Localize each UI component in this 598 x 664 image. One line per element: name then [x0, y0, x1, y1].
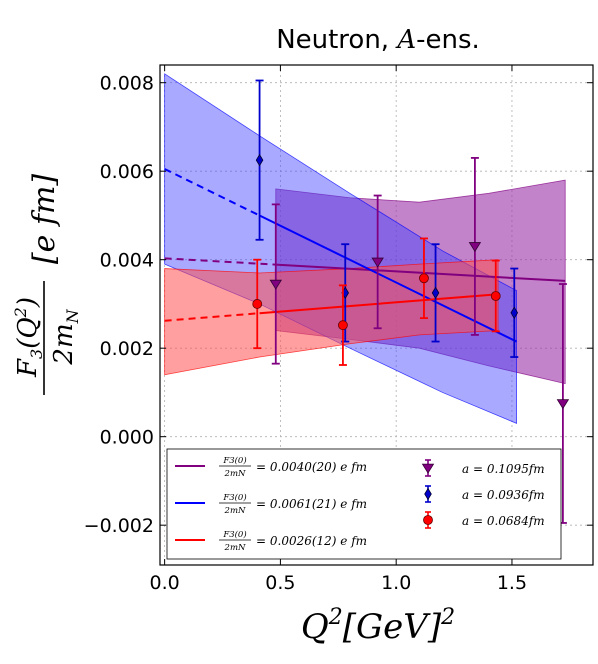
y-tick-label: 0.000	[100, 427, 154, 449]
x-axis-label: Q2[GeV]2	[301, 605, 455, 647]
x-tick-label: 0.0	[150, 572, 180, 594]
legend-fit-value: = 0.0026(12) e fm	[256, 534, 367, 548]
data-point	[371, 257, 384, 268]
svg-text:[e fm]: [e fm]	[27, 174, 62, 265]
data-point	[490, 291, 501, 301]
fit-line	[275, 263, 566, 282]
svg-text:F3(Q2): F3(Q2)	[11, 297, 46, 378]
y-tick-label: 0.002	[100, 338, 154, 360]
legend-fit-entries: F3(0) 2mN = 0.0040(20) e fm F3(0) 2mN = 0.006…	[175, 455, 367, 553]
plot-frame	[159, 64, 594, 566]
legend-fit-value: = 0.0040(20) e fm	[256, 460, 367, 474]
legend-series-entries: a = 0.1095fm a = 0.0936fm a = 0.0684fm	[421, 459, 545, 529]
data-point	[510, 306, 519, 320]
x-tick-label: 1.5	[497, 572, 527, 594]
legend-marker	[424, 487, 432, 501]
data-point	[468, 242, 482, 253]
legend-series-label: a = 0.1095fm	[462, 462, 545, 476]
legend-marker	[423, 515, 433, 525]
y-tick-label: 0.008	[100, 73, 154, 95]
legend-frame	[166, 448, 562, 560]
y-tick-label: 0.004	[100, 250, 154, 272]
axis-ticks: 0.0 0.5 1.0 1.5 −0.002 0.000 0.002 0.004 0.006 0.…	[84, 65, 593, 594]
data-points	[252, 79, 570, 524]
fit-line-extrapolated	[164, 257, 276, 266]
title-italic: A	[395, 25, 416, 55]
x-tick-label: 1.0	[381, 572, 411, 594]
legend-fit-frac-den: 2mN	[224, 543, 246, 553]
data-point	[419, 273, 429, 284]
legend-marker	[421, 463, 435, 474]
data-point	[431, 286, 440, 300]
svg-text:2mN: 2mN	[49, 308, 82, 365]
fit-line-extrapolated	[164, 312, 260, 322]
y-tick-label: 0.006	[100, 161, 154, 183]
y-axis-label: F3(Q2) 2mN [e fm]	[11, 174, 82, 395]
data-point	[255, 153, 264, 167]
fit-bands	[164, 73, 566, 425]
x-tick-label: 0.5	[265, 572, 295, 594]
fit-line	[259, 214, 518, 343]
data-point	[338, 320, 348, 331]
legend-series-label: a = 0.0936fm	[462, 488, 545, 502]
data-point	[556, 399, 570, 410]
legend-fit-frac-den: 2mN	[224, 506, 246, 516]
legend-fit-frac-num: F3(0)	[222, 529, 246, 540]
fit-line-extrapolated	[164, 168, 261, 217]
fit-line	[259, 293, 499, 315]
legend: F3(0) 2mN = 0.0040(20) e fm F3(0) 2mN = 0.006…	[166, 448, 562, 560]
legend-series-label: a = 0.0684fm	[462, 514, 545, 528]
y-tick-label: −0.002	[84, 515, 154, 537]
legend-fit-frac-num: F3(0)	[222, 492, 246, 503]
chart-title: Neutron, A-ens.	[276, 25, 480, 55]
legend-fit-value: = 0.0061(21) e fm	[256, 497, 367, 511]
legend-fit-frac-den: 2mN	[224, 469, 246, 479]
data-point	[252, 299, 263, 309]
fit-lines	[164, 168, 566, 343]
data-point	[269, 279, 282, 290]
legend-fit-frac-num: F3(0)	[222, 455, 246, 466]
